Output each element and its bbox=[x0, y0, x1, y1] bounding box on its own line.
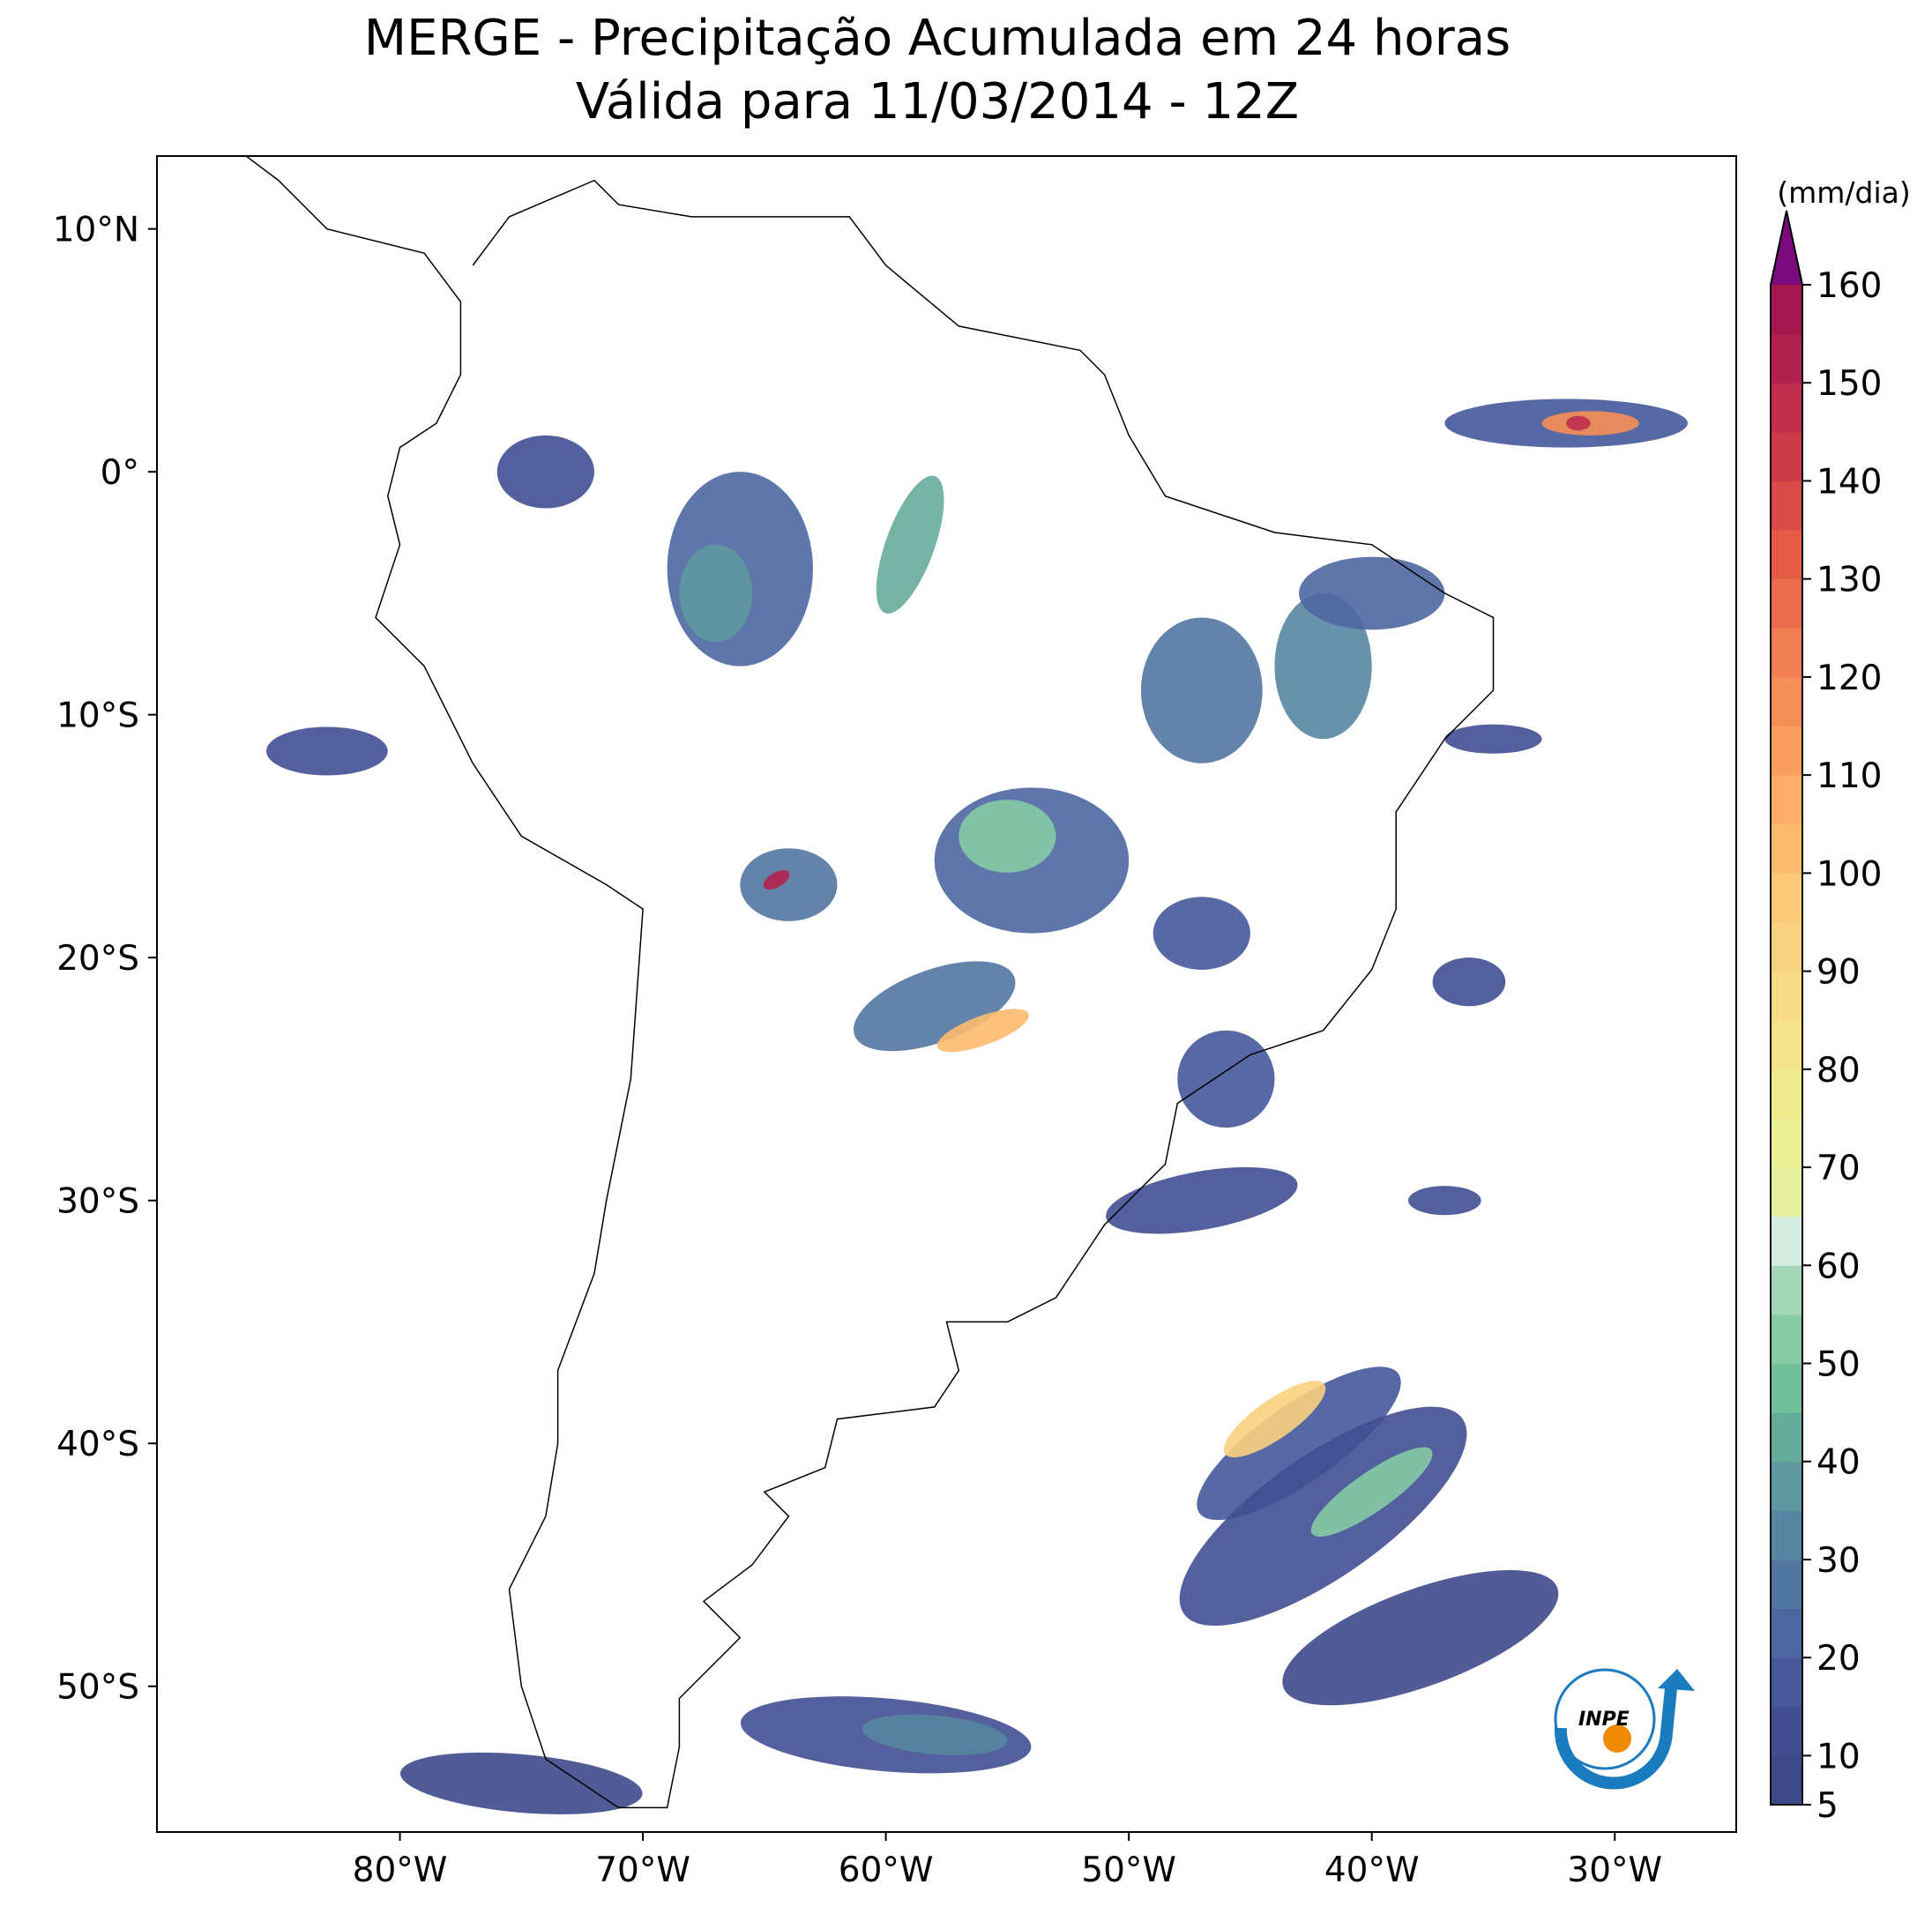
precipitation-area bbox=[959, 800, 1056, 873]
precipitation-area bbox=[265, 726, 388, 776]
colorbar-band bbox=[1771, 873, 1802, 923]
coastline bbox=[244, 156, 1495, 1809]
precipitation-area bbox=[1177, 1030, 1275, 1128]
colorbar-tick-label: 10 bbox=[1816, 1737, 1861, 1776]
colorbar-band bbox=[1771, 1461, 1802, 1511]
precipitation-area bbox=[1408, 1186, 1481, 1216]
precipitation-area bbox=[936, 1009, 1029, 1053]
precipitation-area bbox=[1152, 897, 1250, 970]
precipitation-area bbox=[1140, 617, 1263, 763]
title: MERGE - Precipitação Acumulada em 24 hor… bbox=[364, 10, 1511, 67]
colorbar-band bbox=[1771, 921, 1802, 972]
map-area bbox=[244, 156, 1688, 1814]
colorbar-band bbox=[1771, 1167, 1802, 1218]
colorbar-tick-label: 80 bbox=[1816, 1051, 1861, 1091]
colorbar-tick-label: 100 bbox=[1816, 854, 1882, 894]
precipitation-area bbox=[1282, 1569, 1559, 1706]
colorbar-tick-label: 40 bbox=[1816, 1443, 1861, 1483]
colorbar-band bbox=[1771, 1118, 1802, 1168]
y-tick-label: 50°S bbox=[56, 1668, 139, 1708]
precipitation-area bbox=[1566, 415, 1591, 431]
precipitation-area bbox=[1444, 724, 1542, 754]
colorbar-band bbox=[1771, 1608, 1802, 1658]
precipitation-area bbox=[1274, 592, 1372, 740]
precipitation-area bbox=[1299, 556, 1445, 630]
colorbar-tick-label: 50 bbox=[1816, 1344, 1861, 1384]
precipitation-area bbox=[854, 961, 1016, 1052]
colorbar-tick-label: 150 bbox=[1816, 364, 1882, 404]
y-tick-label: 40°S bbox=[56, 1425, 139, 1464]
colorbar-extend bbox=[1771, 211, 1802, 285]
precipitation-area bbox=[400, 1752, 643, 1814]
colorbar-band bbox=[1771, 1265, 1802, 1315]
colorbar-tick-label: 130 bbox=[1816, 561, 1882, 600]
y-tick-label: 20°S bbox=[56, 939, 139, 979]
colorbar-band bbox=[1771, 1559, 1802, 1610]
precipitation-area bbox=[679, 544, 753, 643]
colorbar-tick-label: 70 bbox=[1816, 1149, 1861, 1188]
x-tick-label: 30°W bbox=[1567, 1851, 1662, 1890]
colorbar-tick-label: 30 bbox=[1816, 1541, 1861, 1581]
precipitation-area bbox=[1310, 1447, 1433, 1538]
x-tick-label: 70°W bbox=[595, 1851, 690, 1890]
colorbar-band bbox=[1771, 1510, 1802, 1560]
colorbar-band bbox=[1771, 1216, 1802, 1266]
colorbar-band bbox=[1771, 578, 1802, 629]
colorbar-band bbox=[1771, 775, 1802, 825]
precipitation-area bbox=[1432, 957, 1506, 1007]
colorbar-band bbox=[1771, 676, 1802, 727]
y-tick-label: 10°N bbox=[53, 211, 139, 250]
colorbar-band bbox=[1771, 1755, 1802, 1806]
map-frame bbox=[156, 155, 1737, 1833]
precipitation-area bbox=[862, 1714, 1008, 1755]
y-tick-label: 30°S bbox=[56, 1182, 139, 1222]
colorbar-band bbox=[1771, 480, 1802, 531]
y-tick-label: 0° bbox=[101, 453, 139, 493]
colorbar-band bbox=[1771, 823, 1802, 874]
x-tick-label: 80°W bbox=[353, 1851, 448, 1890]
colorbar-frame bbox=[1770, 210, 1803, 1806]
colorbar-band bbox=[1771, 285, 1802, 335]
precipitation-area bbox=[740, 848, 838, 921]
colorbar-tick-label: 140 bbox=[1816, 462, 1882, 502]
colorbar-tick-label: 120 bbox=[1816, 659, 1882, 698]
precipitation-area bbox=[763, 870, 790, 890]
x-tick-label: 50°W bbox=[1081, 1851, 1176, 1890]
x-tick-label: 60°W bbox=[839, 1851, 934, 1890]
precipitation-area bbox=[1106, 1166, 1298, 1234]
colorbar-band bbox=[1771, 530, 1802, 580]
colorbar-band bbox=[1771, 1069, 1802, 1119]
colorbar-tick-label: 110 bbox=[1816, 756, 1882, 796]
x-tick-label: 40°W bbox=[1324, 1851, 1420, 1890]
y-tick-label: 10°S bbox=[56, 696, 139, 736]
colorbar-band bbox=[1771, 1314, 1802, 1364]
logo-text: INPE bbox=[1578, 1709, 1630, 1731]
colorbar-tick-label: 5 bbox=[1816, 1786, 1839, 1826]
colorbar-band bbox=[1771, 628, 1802, 678]
precipitation-area bbox=[876, 475, 944, 614]
colorbar-band bbox=[1771, 1412, 1802, 1463]
colorbar-tick-label: 160 bbox=[1816, 266, 1882, 306]
colorbar-band bbox=[1771, 1020, 1802, 1070]
colorbar-band bbox=[1771, 1706, 1802, 1756]
colorbar-band bbox=[1771, 726, 1802, 776]
colorbar-band bbox=[1771, 333, 1802, 384]
colorbar-band bbox=[1771, 431, 1802, 481]
inpe-logo: INPE bbox=[1528, 1649, 1727, 1810]
colorbar-band bbox=[1771, 971, 1802, 1021]
colorbar-tick-label: 20 bbox=[1816, 1639, 1861, 1679]
subtitle: Válida para 11/03/2014 - 12Z bbox=[576, 73, 1299, 130]
precipitation-area bbox=[1197, 1367, 1401, 1521]
precipitation-area bbox=[1223, 1381, 1326, 1458]
colorbar-tick-label: 90 bbox=[1816, 953, 1861, 993]
colorbar-tick-label: 60 bbox=[1816, 1247, 1861, 1286]
precipitation-area bbox=[496, 435, 594, 509]
colorbar-band bbox=[1771, 1363, 1802, 1413]
colorbar-band bbox=[1771, 383, 1802, 433]
colorbar-label: (mm/dia) bbox=[1777, 175, 1911, 210]
colorbar-band bbox=[1771, 1657, 1802, 1708]
